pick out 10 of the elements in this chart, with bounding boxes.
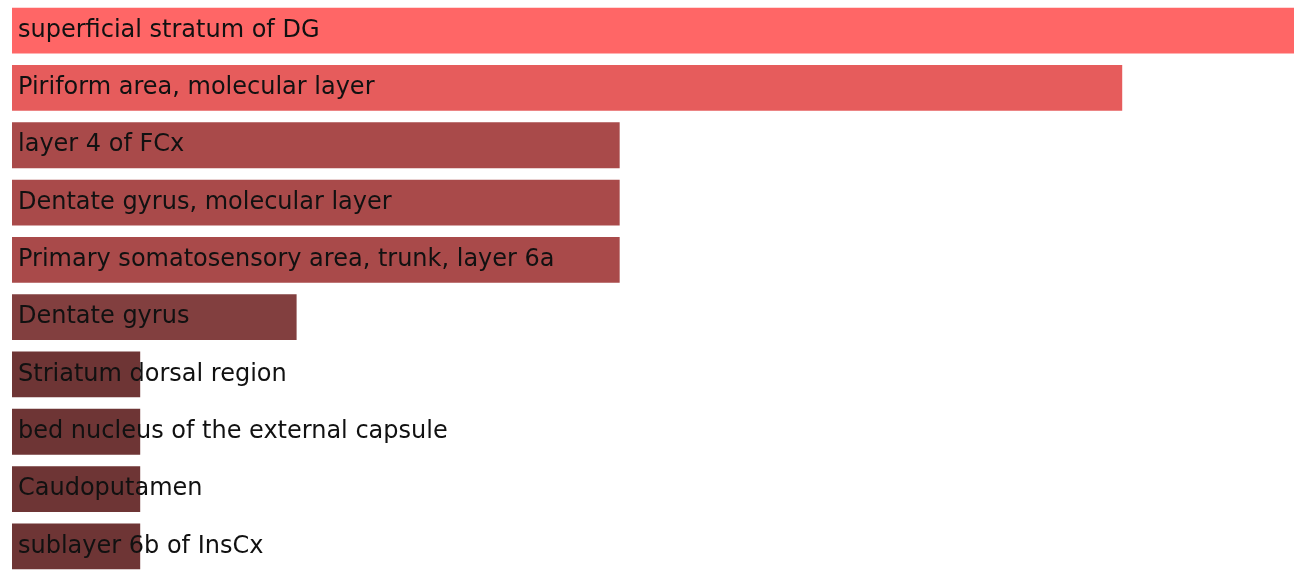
bar: [12, 122, 620, 169]
y-tick-label: superficial stratum of DG: [18, 14, 320, 43]
y-tick-label: layer 4 of FCx: [18, 129, 185, 158]
y-tick-label: Dentate gyrus: [18, 301, 190, 330]
y-tick-label: Piriform area, molecular layer: [18, 72, 375, 101]
bar: [12, 65, 1123, 111]
bar: [12, 294, 297, 341]
y-tick-label: Primary somatosensory area, trunk, layer 6a: [18, 244, 555, 273]
y-tick-label: Dentate gyrus, molecular layer: [18, 186, 392, 215]
bar: [12, 7, 1294, 54]
